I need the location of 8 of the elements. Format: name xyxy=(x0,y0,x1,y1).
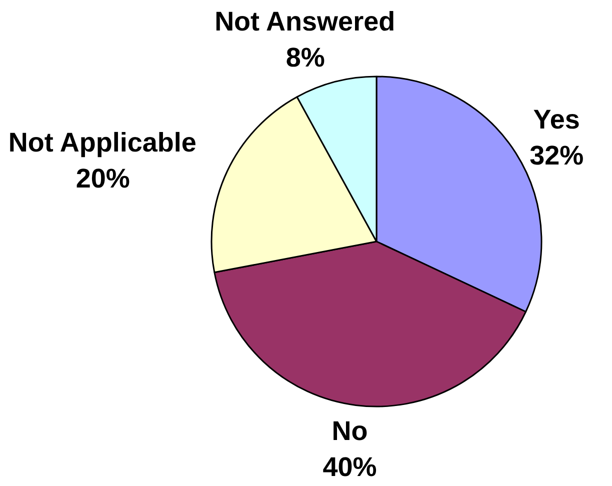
data-label: 32% xyxy=(530,140,584,170)
data-label: 20% xyxy=(76,163,130,194)
slice-label: Not Answered xyxy=(214,6,396,37)
data-label: 40% xyxy=(322,452,377,482)
slice-label: Not Applicable xyxy=(8,127,196,158)
data-label: 8% xyxy=(286,42,325,73)
slice-label: Yes xyxy=(533,104,580,134)
slice-label: No xyxy=(332,416,368,446)
